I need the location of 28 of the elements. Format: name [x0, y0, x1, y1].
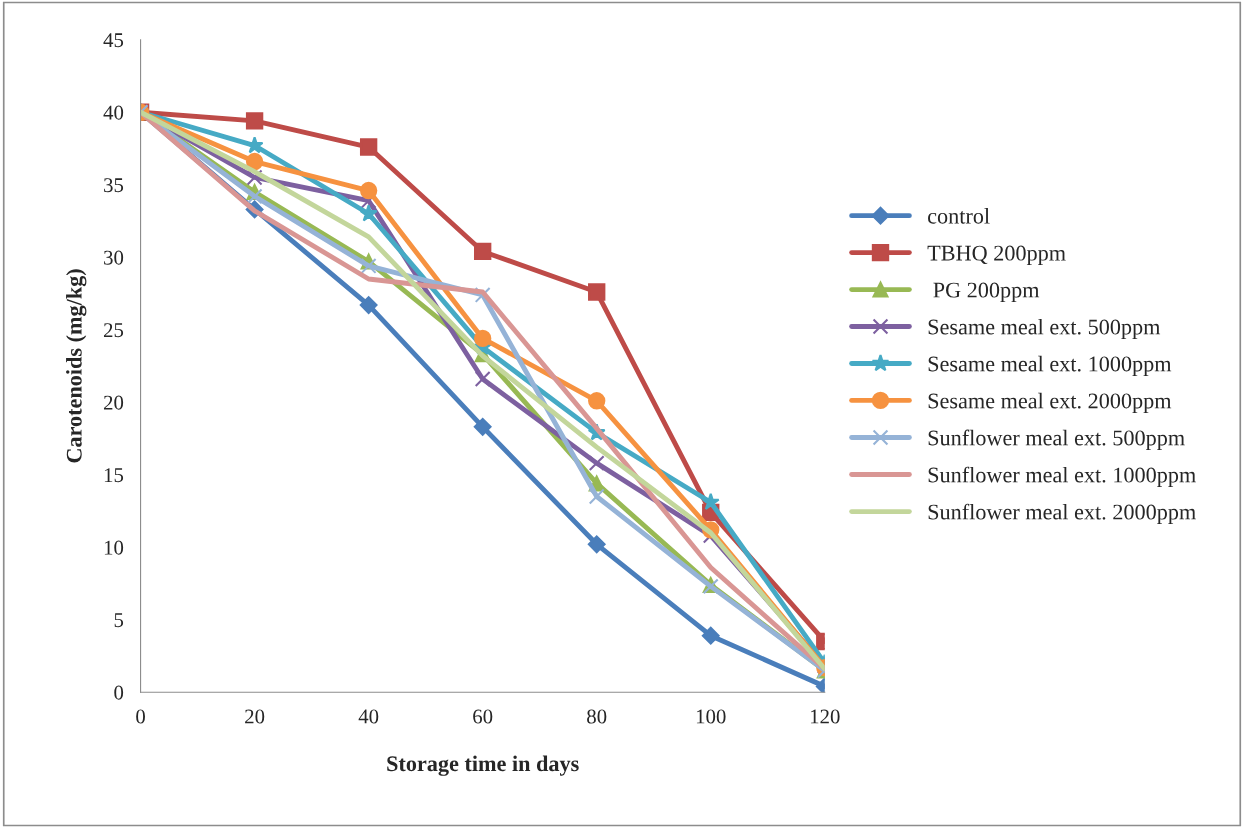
y-tick-label: 30 [104, 250, 124, 265]
y-tick-label: 45 [103, 33, 124, 48]
y-tick-label: 20 [103, 395, 124, 410]
legend-label: Sunflower meal ext. 1000ppm [928, 466, 1196, 488]
legend-label: PG 200ppm [933, 282, 1040, 303]
y-tick-label: 25 [103, 323, 124, 338]
legend-label: Sesame meal ext. 1000ppm [928, 355, 1172, 376]
x-tick-label: 20 [245, 709, 265, 724]
y-tick-label: 15 [104, 468, 124, 483]
legend-label: TBHQ 200ppm [927, 245, 1066, 266]
y-tick-label: 10 [104, 540, 124, 555]
legend-label: Sesame meal ext. 2000ppm [928, 392, 1172, 413]
y-tick-label: 5 [114, 613, 124, 628]
legend-label: control [928, 208, 990, 224]
x-tick-label: 100 [696, 709, 726, 724]
legend-label: Sunflower meal ext. 2000ppm [928, 503, 1196, 525]
legend-label: Sunflower meal ext. 500ppm [928, 429, 1185, 450]
x-tick-label: 80 [587, 709, 607, 724]
x-tick-label: 0 [136, 709, 145, 724]
y-tick-label: 40 [103, 105, 124, 120]
y-tick-label: 0 [114, 685, 124, 700]
y-tick-label: 35 [104, 178, 124, 193]
x-tick-label: 60 [473, 709, 493, 724]
x-tick-label: 120 [810, 709, 840, 724]
legend-label: Sesame meal ext. 500ppm [928, 318, 1161, 340]
y-axis-title: Carotenoids (mg/kg) [66, 269, 87, 463]
x-axis-title: Storage time in days [387, 755, 579, 776]
x-tick-label: 40 [358, 709, 379, 724]
